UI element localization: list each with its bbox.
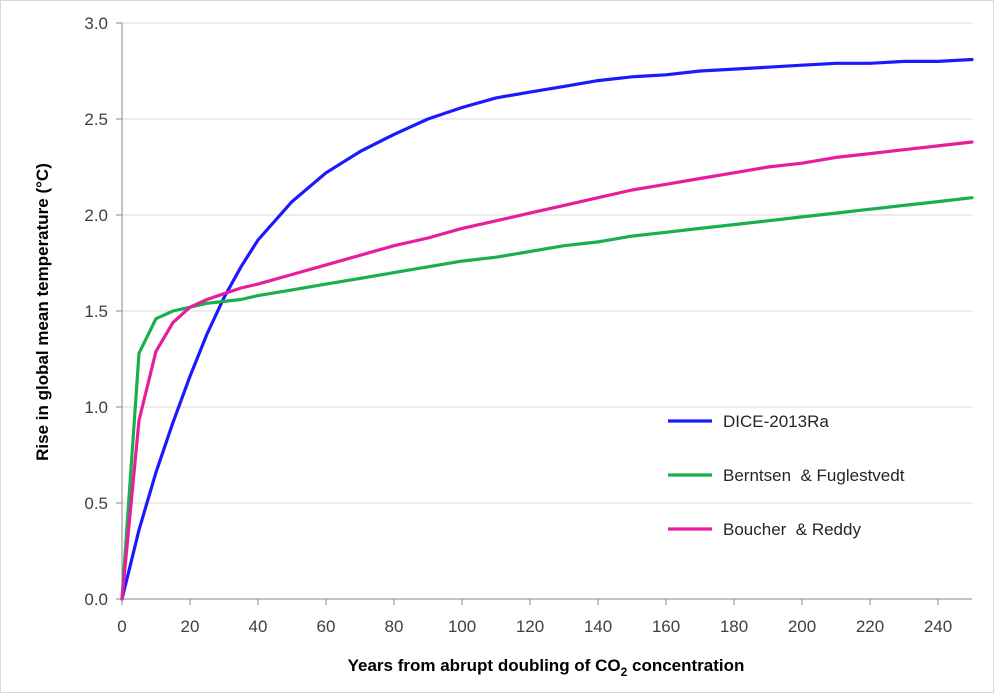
series-line-2 <box>120 140 974 601</box>
legend-label: DICE-2013Ra <box>723 412 829 431</box>
axes <box>116 22 972 605</box>
x-tick-label: 120 <box>516 617 544 636</box>
legend-label: Berntsen & Fuglestvedt <box>723 466 905 485</box>
x-axis-title-suffix: concentration <box>627 656 744 675</box>
x-tick-label: 220 <box>856 617 884 636</box>
series-lines <box>120 57 974 601</box>
x-tick-label: 140 <box>584 617 612 636</box>
y-tick-label: 1.0 <box>84 398 108 417</box>
y-tick-label: 2.0 <box>84 206 108 225</box>
x-tick-label: 20 <box>181 617 200 636</box>
legend-label: Boucher & Reddy <box>723 520 861 539</box>
legend: DICE-2013Ra Berntsen & Fuglestvedt Boucher… <box>668 412 905 539</box>
series-line-1 <box>120 196 974 601</box>
x-tick-label: 40 <box>249 617 268 636</box>
x-axis-title-subscript: 2 <box>621 665 628 679</box>
x-tick-label: 160 <box>652 617 680 636</box>
x-tick-labels: 0 20 40 60 80 100 120 140 160 180 200 220 240 <box>117 617 952 636</box>
x-tick-label: 180 <box>720 617 748 636</box>
gridlines <box>122 22 972 504</box>
y-axis-title: Rise in global mean temperature (°C) <box>33 163 52 461</box>
x-tick-label: 0 <box>117 617 126 636</box>
y-tick-label: 3.0 <box>84 14 108 33</box>
x-tick-label: 100 <box>448 617 476 636</box>
y-tick-label: 0.0 <box>84 590 108 609</box>
x-tick-label: 80 <box>385 617 404 636</box>
y-tick-label: 2.5 <box>84 110 108 129</box>
y-tick-labels: 0.0 0.5 1.0 1.5 2.0 2.5 3.0 <box>84 14 108 609</box>
x-tick-label: 60 <box>317 617 336 636</box>
x-axis-title-main: Years from abrupt doubling of CO <box>348 656 621 675</box>
x-axis-title: Years from abrupt doubling of CO2 concen… <box>348 656 745 679</box>
series-line-0 <box>120 57 974 601</box>
x-tick-label: 240 <box>924 617 952 636</box>
y-tick-label: 0.5 <box>84 494 108 513</box>
x-tick-label: 200 <box>788 617 816 636</box>
y-tick-label: 1.5 <box>84 302 108 321</box>
